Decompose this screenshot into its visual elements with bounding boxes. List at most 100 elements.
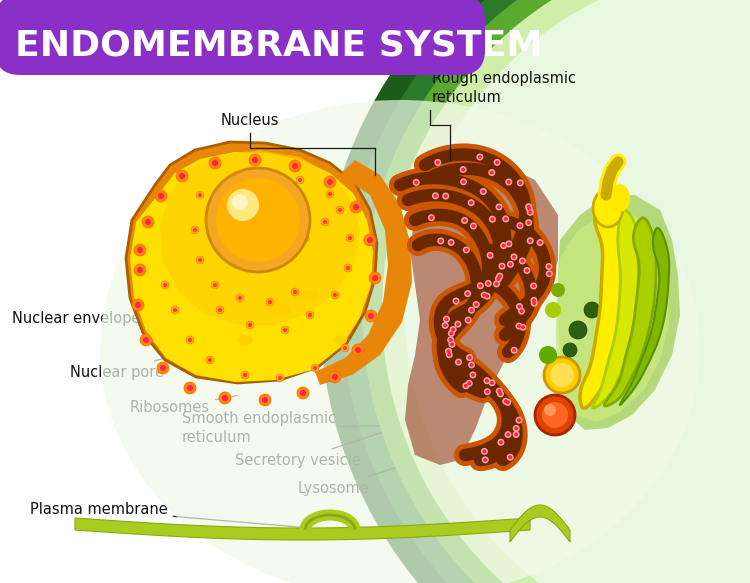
Circle shape [461, 180, 466, 184]
Circle shape [496, 277, 500, 281]
Circle shape [518, 224, 522, 227]
Circle shape [437, 237, 444, 244]
Circle shape [520, 259, 524, 263]
Circle shape [134, 264, 146, 276]
Circle shape [328, 192, 332, 196]
Text: Smooth endoplasmic
reticulum: Smooth endoplasmic reticulum [182, 411, 428, 445]
Circle shape [488, 169, 495, 176]
Circle shape [526, 237, 534, 244]
Circle shape [227, 189, 259, 221]
Circle shape [498, 274, 502, 278]
Circle shape [484, 293, 490, 300]
Circle shape [484, 280, 492, 287]
Circle shape [517, 222, 524, 229]
Circle shape [186, 336, 194, 344]
Circle shape [448, 338, 453, 342]
Circle shape [490, 171, 494, 174]
Circle shape [488, 380, 496, 387]
Circle shape [518, 181, 522, 185]
Circle shape [208, 358, 212, 362]
Circle shape [525, 268, 529, 272]
Circle shape [499, 263, 506, 270]
Circle shape [551, 283, 565, 297]
Circle shape [464, 290, 471, 297]
Text: ENDOMEMBRANE SYSTEM: ENDOMEMBRANE SYSTEM [15, 28, 542, 62]
Circle shape [263, 174, 267, 178]
Circle shape [449, 331, 453, 335]
Circle shape [333, 293, 337, 297]
Circle shape [511, 347, 518, 354]
Circle shape [509, 455, 512, 459]
Polygon shape [620, 228, 669, 405]
Circle shape [442, 192, 449, 199]
Circle shape [137, 267, 143, 273]
Text: Nuclear pore: Nuclear pore [70, 356, 172, 380]
Circle shape [341, 344, 349, 352]
Circle shape [353, 204, 359, 210]
Polygon shape [592, 210, 638, 408]
Polygon shape [510, 505, 570, 542]
Circle shape [213, 283, 217, 287]
Circle shape [467, 381, 471, 385]
Circle shape [348, 236, 352, 240]
Circle shape [483, 458, 488, 462]
Circle shape [209, 157, 221, 169]
Wedge shape [342, 0, 750, 583]
Circle shape [216, 178, 300, 262]
Circle shape [447, 353, 452, 357]
Text: Ribosomes: Ribosomes [130, 395, 237, 416]
Circle shape [535, 395, 575, 435]
Circle shape [518, 308, 525, 315]
Circle shape [502, 244, 506, 248]
Circle shape [506, 401, 510, 405]
Circle shape [173, 308, 177, 312]
Circle shape [301, 234, 309, 242]
Circle shape [448, 341, 455, 348]
Circle shape [336, 206, 344, 214]
Circle shape [497, 389, 501, 393]
Circle shape [467, 356, 472, 360]
Circle shape [477, 282, 484, 289]
Circle shape [249, 154, 261, 166]
Circle shape [480, 188, 487, 195]
Circle shape [283, 328, 287, 332]
Circle shape [530, 297, 538, 304]
Circle shape [449, 240, 453, 244]
Circle shape [463, 219, 466, 223]
Circle shape [303, 236, 307, 240]
Circle shape [548, 272, 551, 276]
Circle shape [248, 323, 252, 327]
Circle shape [516, 303, 523, 310]
Polygon shape [160, 150, 360, 325]
Circle shape [241, 371, 249, 379]
Circle shape [546, 270, 553, 277]
Circle shape [134, 244, 146, 256]
Circle shape [143, 337, 149, 343]
Circle shape [452, 297, 460, 304]
Circle shape [544, 357, 580, 393]
Circle shape [536, 239, 544, 246]
Circle shape [460, 166, 466, 173]
Circle shape [461, 167, 465, 171]
Circle shape [262, 397, 268, 403]
Circle shape [500, 264, 504, 268]
Circle shape [428, 214, 435, 221]
Circle shape [503, 398, 509, 405]
Circle shape [470, 201, 473, 205]
Circle shape [176, 170, 188, 182]
Circle shape [276, 244, 284, 252]
Ellipse shape [269, 303, 291, 317]
Circle shape [268, 300, 272, 304]
Circle shape [346, 266, 350, 270]
Circle shape [470, 223, 477, 230]
Circle shape [228, 178, 232, 182]
Circle shape [313, 366, 317, 370]
Circle shape [466, 354, 473, 361]
Circle shape [145, 219, 151, 225]
Ellipse shape [100, 100, 700, 583]
Text: Plasma membrane: Plasma membrane [30, 503, 308, 528]
Ellipse shape [301, 289, 319, 301]
Circle shape [545, 302, 561, 318]
Circle shape [506, 240, 512, 247]
Circle shape [512, 431, 520, 438]
